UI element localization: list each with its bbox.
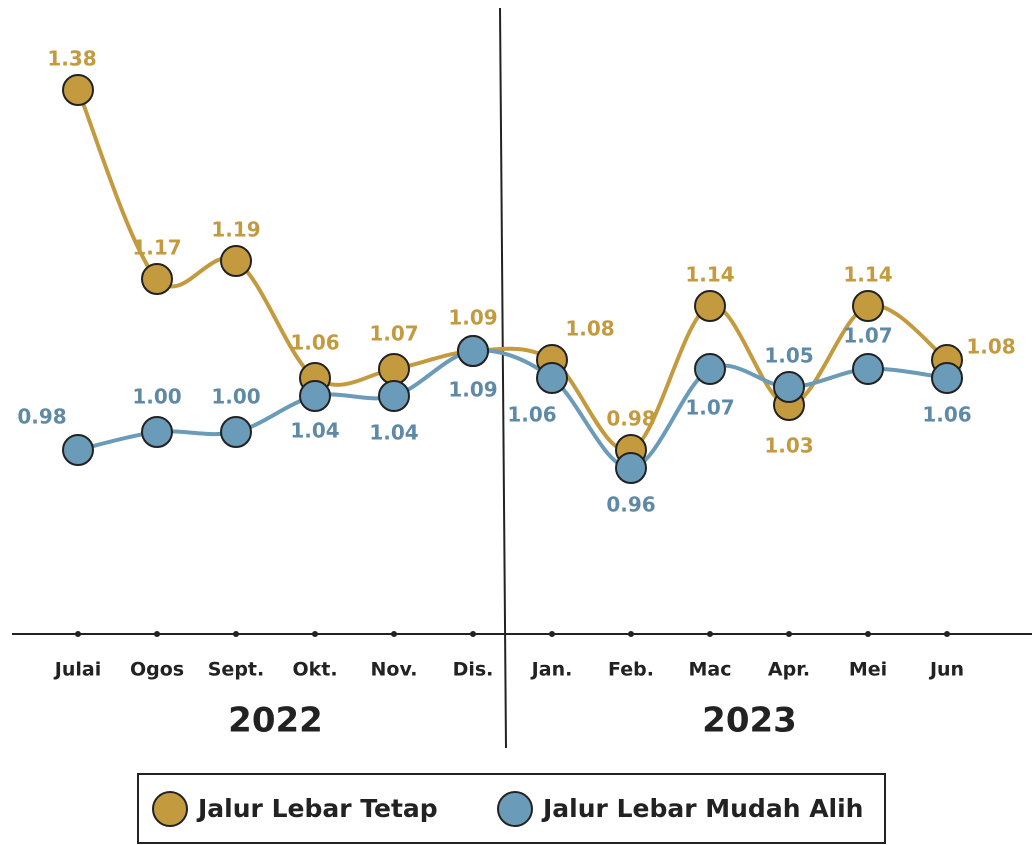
point — [931, 362, 963, 394]
point — [141, 263, 173, 295]
x-tick-label: Mac — [689, 659, 732, 681]
x-tick-label: Mei — [849, 659, 887, 681]
data-label: 1.07 — [685, 396, 734, 420]
legend-swatch — [497, 791, 533, 827]
x-tick-label: Nov. — [370, 659, 417, 681]
x-tick — [75, 631, 81, 637]
x-tick-label: Sept. — [208, 659, 264, 681]
data-label: 1.17 — [132, 236, 181, 260]
point — [852, 290, 884, 322]
year-label: 2023 — [702, 701, 797, 741]
point — [852, 353, 884, 385]
x-tick-label: Ogos — [130, 659, 184, 681]
data-label: 1.00 — [211, 385, 260, 409]
x-tick-label: Dis. — [453, 659, 494, 681]
data-label: 0.96 — [606, 493, 655, 517]
x-tick — [312, 631, 318, 637]
point — [615, 452, 647, 484]
data-label: 1.14 — [843, 263, 892, 287]
data-label: 1.00 — [132, 385, 181, 409]
x-tick-label: Feb. — [608, 659, 654, 681]
point — [220, 245, 252, 277]
point — [220, 416, 252, 448]
legend-swatch — [152, 791, 188, 827]
x-tick — [470, 631, 476, 637]
data-label: 1.06 — [507, 403, 556, 427]
x-tick-label: Jun — [928, 659, 964, 681]
data-label: 1.03 — [764, 434, 813, 458]
data-label: 0.98 — [606, 407, 655, 431]
data-label: 1.06 — [290, 331, 339, 355]
point — [694, 353, 726, 385]
point — [378, 353, 410, 385]
year-divider — [499, 7, 507, 749]
data-label: 1.07 — [843, 324, 892, 348]
data-label: 1.06 — [922, 403, 971, 427]
series-line — [76, 89, 949, 453]
x-tick — [944, 631, 950, 637]
data-label: 1.14 — [685, 263, 734, 287]
data-label: 1.08 — [966, 335, 1015, 359]
year-label: 2022 — [228, 701, 323, 741]
point — [299, 380, 331, 412]
x-tick-label: Jan. — [530, 659, 573, 681]
data-label: 0.98 — [17, 405, 66, 429]
x-tick — [628, 631, 634, 637]
x-tick — [549, 631, 555, 637]
data-label: 1.09 — [448, 306, 497, 330]
data-label: 1.04 — [369, 421, 418, 445]
point — [457, 335, 489, 367]
data-label: 1.07 — [369, 322, 418, 346]
legend-label: Jalur Lebar Mudah Alih — [541, 794, 863, 823]
point — [536, 362, 568, 394]
data-label: 1.09 — [448, 378, 497, 402]
x-tick — [786, 631, 792, 637]
x-tick-label: Julai — [53, 659, 101, 681]
data-label: 1.08 — [565, 317, 614, 341]
point — [773, 371, 805, 403]
x-tick — [707, 631, 713, 637]
point — [378, 380, 410, 412]
point — [62, 74, 94, 106]
x-tick — [233, 631, 239, 637]
data-label: 1.05 — [764, 344, 813, 368]
x-tick-label: Okt. — [292, 659, 337, 681]
x-tick-label: Apr. — [768, 659, 810, 681]
data-label: 1.04 — [290, 419, 339, 443]
data-label: 1.38 — [47, 47, 96, 71]
data-label: 1.19 — [211, 218, 260, 242]
point — [694, 290, 726, 322]
x-tick — [865, 631, 871, 637]
x-tick — [391, 631, 397, 637]
legend-label: Jalur Lebar Tetap — [196, 794, 438, 823]
point — [62, 434, 94, 466]
x-tick — [154, 631, 160, 637]
point — [141, 416, 173, 448]
